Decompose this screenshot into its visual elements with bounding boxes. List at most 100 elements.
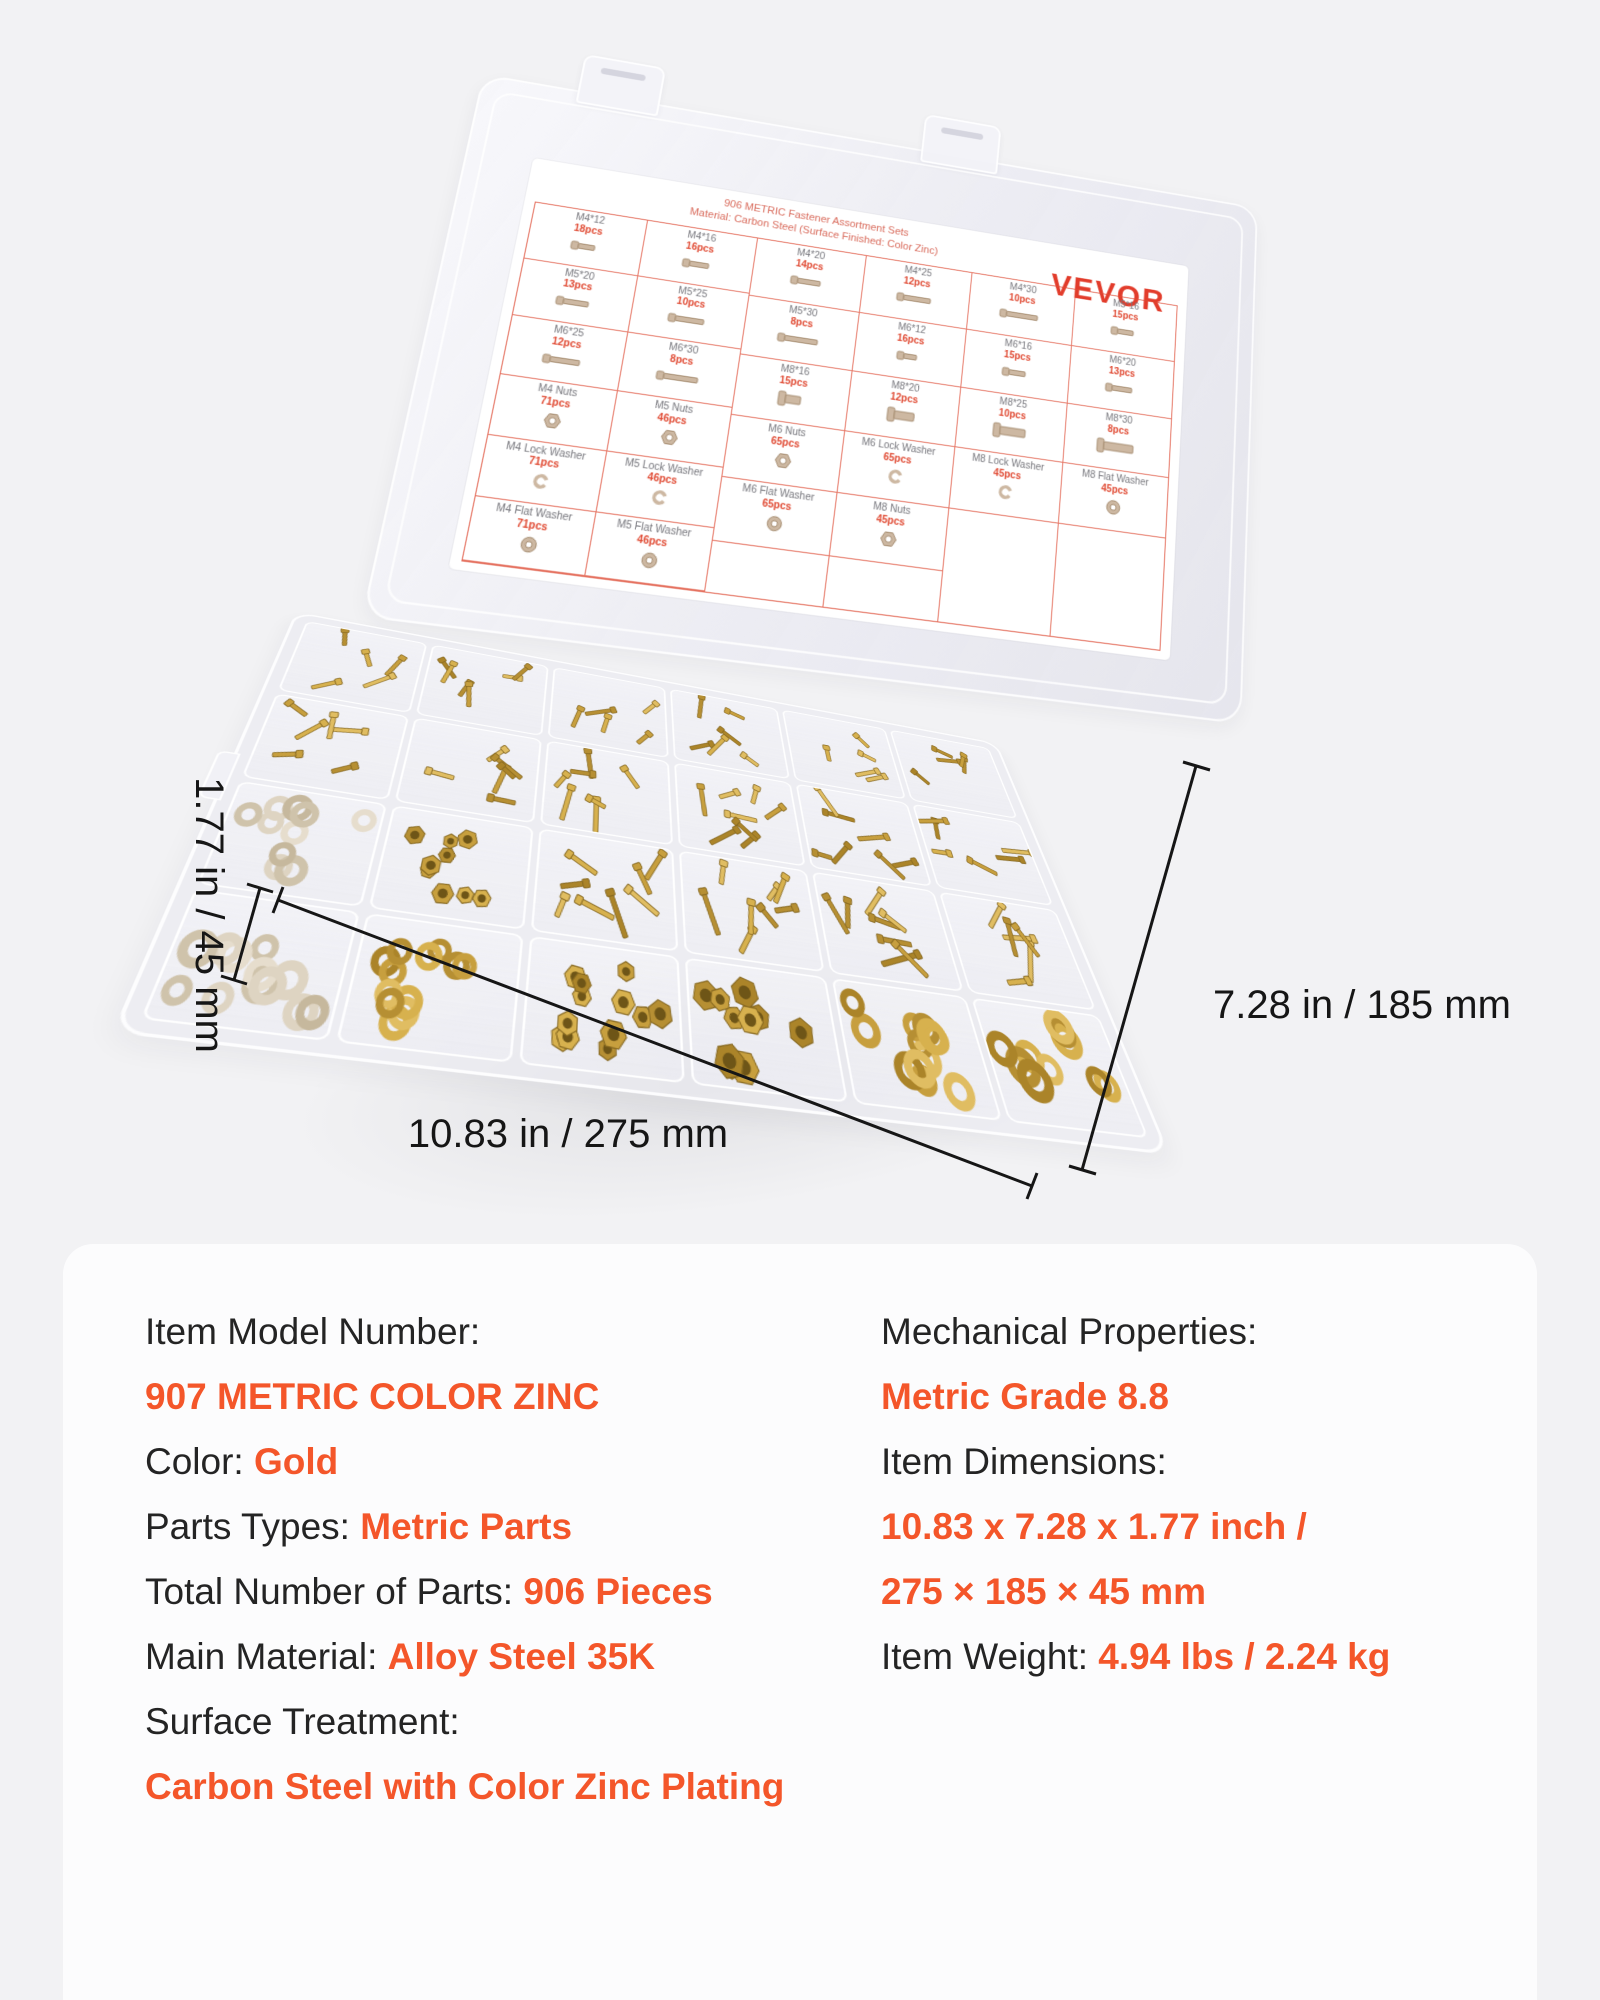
spec-line: Color: Gold bbox=[145, 1429, 784, 1494]
bolt-icon bbox=[1001, 362, 1031, 383]
spec-label: Item Dimensions: bbox=[881, 1440, 1167, 1482]
compartment bbox=[912, 803, 1054, 907]
fastener-name: M8 Nuts bbox=[872, 501, 912, 518]
fastener-name: M5 Nuts bbox=[653, 399, 694, 417]
bolt-icon bbox=[991, 420, 1030, 443]
compartment bbox=[368, 805, 534, 930]
fastener-name: M6 Lock Washer bbox=[861, 436, 936, 459]
label-cell: M8*20 12pcs bbox=[844, 371, 960, 448]
fasteners-cluster bbox=[200, 783, 384, 905]
fasteners-cluster bbox=[681, 852, 822, 970]
fasteners-cluster bbox=[687, 959, 845, 1100]
fastener-qty: 16pcs bbox=[896, 332, 925, 348]
fasteners-cluster bbox=[397, 719, 540, 822]
nut-icon bbox=[877, 528, 899, 549]
fastener-qty: 45pcs bbox=[992, 467, 1022, 482]
bolt-icon bbox=[540, 349, 586, 373]
compartment bbox=[540, 740, 673, 846]
spec-line: Item Weight: 4.94 lbs / 2.24 kg bbox=[881, 1624, 1390, 1689]
label-cell: M4 Lock Washer 71pcs bbox=[475, 434, 607, 513]
fastener-qty: 16pcs bbox=[685, 240, 715, 256]
fastener-name: M4*16 bbox=[686, 230, 717, 245]
spec-label: Color: bbox=[145, 1440, 254, 1482]
label-column: M5*16 15pcs M6*20 13pcs M8*30 8pcs M8 Flat Was… bbox=[1050, 289, 1177, 650]
label-cell: M5 Lock Washer 46pcs bbox=[596, 451, 724, 529]
fastener-name: M4*12 bbox=[574, 212, 606, 227]
bolt-icon bbox=[554, 291, 595, 314]
bolt-icon bbox=[776, 388, 806, 410]
spec-value: 907 METRIC COLOR ZINC bbox=[145, 1375, 600, 1417]
fastener-qty: 8pcs bbox=[1107, 423, 1130, 438]
spec-label: Mechanical Properties: bbox=[881, 1310, 1258, 1352]
bolt-icon bbox=[999, 304, 1043, 327]
compartment bbox=[394, 717, 542, 824]
fastener-name: M8*25 bbox=[999, 396, 1028, 411]
fasteners-cluster bbox=[914, 805, 1051, 904]
label-cell: M6 Lock Washer 65pcs bbox=[837, 431, 955, 509]
spec-line: Main Material: Alloy Steel 35K bbox=[145, 1624, 784, 1689]
spec-line: 10.83 x 7.28 x 1.77 inch / bbox=[881, 1494, 1390, 1559]
fastener-qty: 8pcs bbox=[789, 316, 814, 330]
bolt-icon bbox=[895, 287, 936, 310]
fastener-qty: 65pcs bbox=[882, 451, 913, 467]
fastener-qty: 10pcs bbox=[675, 296, 706, 311]
spec-value: 4.94 lbs / 2.24 kg bbox=[1098, 1635, 1391, 1677]
label-cell: M5*16 15pcs bbox=[1071, 289, 1177, 362]
fastener-name: M6*30 bbox=[667, 342, 699, 358]
label-material: Material: Carbon Steel (Surface Finished… bbox=[688, 205, 939, 258]
fastener-qty: 71pcs bbox=[527, 455, 560, 472]
fasteners-cluster bbox=[533, 830, 676, 950]
spec-label: Item Weight: bbox=[881, 1635, 1099, 1677]
fasteners-cluster bbox=[798, 784, 931, 885]
label-cell: M8 Lock Washer 45pcs bbox=[948, 447, 1063, 524]
nut-icon bbox=[772, 450, 795, 471]
spec-value: 906 Pieces bbox=[523, 1570, 713, 1612]
fastener-name: M8*20 bbox=[890, 380, 920, 395]
fastener-qty: 15pcs bbox=[1112, 308, 1139, 323]
label-cell: M4 Nuts 71pcs bbox=[488, 374, 618, 452]
label-title: 906 METRIC Fastener Assortment Sets bbox=[723, 197, 910, 239]
bolt-icon bbox=[680, 253, 714, 275]
spec-label: Parts Types: bbox=[145, 1505, 361, 1547]
fastener-name: M5*20 bbox=[563, 267, 596, 283]
label-grid: M4*12 18pcs M5*20 13pcs M6*25 12pcs M4 Nuts 71p… bbox=[461, 201, 1178, 651]
spec-line: 907 METRIC COLOR ZINC bbox=[145, 1364, 784, 1429]
spec-line: Parts Types: Metric Parts bbox=[145, 1494, 784, 1559]
fastener-qty: 10pcs bbox=[1008, 292, 1036, 307]
label-cell: M8*30 8pcs bbox=[1063, 403, 1172, 479]
bolt-icon bbox=[654, 366, 704, 391]
label-cell: M4 Flat Washer 71pcs bbox=[462, 496, 596, 577]
label-cell: M8 Nuts 45pcs bbox=[829, 492, 949, 572]
label-cell: M6*16 15pcs bbox=[960, 329, 1071, 404]
spec-value: 275 × 185 × 45 mm bbox=[881, 1570, 1207, 1612]
depth-dimension-label: 7.28 in / 185 mm bbox=[1213, 983, 1511, 1027]
bolt-icon bbox=[1096, 435, 1138, 458]
bolt-icon bbox=[569, 236, 602, 257]
compartment bbox=[679, 850, 825, 973]
fasteners-cluster bbox=[814, 873, 961, 990]
fastener-name: M5*25 bbox=[677, 285, 708, 301]
label-cell: M4*20 14pcs bbox=[749, 238, 866, 313]
fastener-qty: 15pcs bbox=[1003, 349, 1032, 364]
fastener-name: M6*25 bbox=[552, 324, 585, 340]
label-column: M4*16 16pcs M5*25 10pcs M6*30 8pcs M5 Nuts 46pc… bbox=[585, 220, 759, 592]
bolt-icon bbox=[789, 270, 826, 292]
label-cell: M5*25 10pcs bbox=[628, 276, 750, 350]
spec-label: Surface Treatment: bbox=[145, 1700, 460, 1742]
fastener-qty: 45pcs bbox=[875, 513, 906, 529]
label-cell: M8*16 15pcs bbox=[731, 354, 852, 432]
spec-line: Surface Treatment: bbox=[145, 1689, 784, 1754]
fasteners-cluster bbox=[244, 695, 406, 799]
fastener-qty: 46pcs bbox=[636, 533, 669, 550]
fasteners-cluster bbox=[522, 938, 682, 1081]
fastener-name: M4*25 bbox=[903, 265, 933, 280]
fastener-qty: 65pcs bbox=[761, 497, 793, 513]
fastener-qty: 14pcs bbox=[795, 258, 825, 273]
spec-line: Carbon Steel with Color Zinc Plating bbox=[145, 1754, 784, 1819]
fastener-qty: 8pcs bbox=[669, 353, 695, 368]
spec-line: 275 × 185 × 45 mm bbox=[881, 1559, 1390, 1624]
fastener-name: M5 Lock Washer bbox=[624, 456, 704, 479]
fastener-name: M6*16 bbox=[1004, 338, 1033, 353]
fastener-name: M6 Flat Washer bbox=[741, 482, 815, 505]
